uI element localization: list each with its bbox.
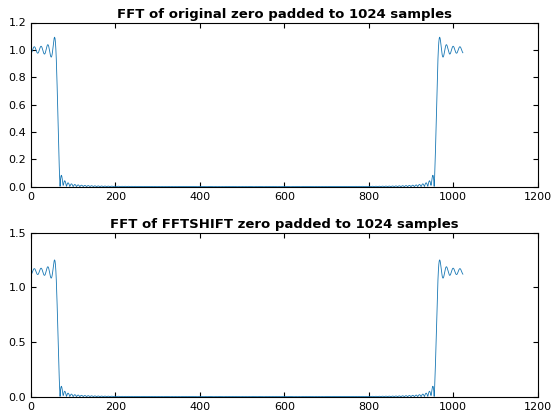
- Title: FFT of original zero padded to 1024 samples: FFT of original zero padded to 1024 samp…: [117, 8, 452, 21]
- Title: FFT of FFTSHIFT zero padded to 1024 samples: FFT of FFTSHIFT zero padded to 1024 samp…: [110, 218, 459, 231]
